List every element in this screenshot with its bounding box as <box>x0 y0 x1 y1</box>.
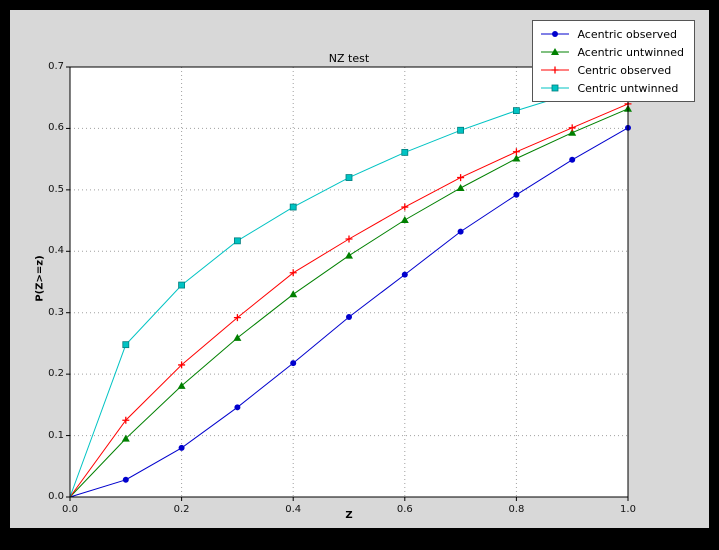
y-tick-label: 0.4 <box>48 245 64 257</box>
x-tick-label: 0.4 <box>285 504 302 515</box>
x-tick-label: 0.8 <box>508 504 525 515</box>
legend-label: Centric observed <box>577 63 672 77</box>
y-tick-label: 0.1 <box>48 429 64 441</box>
x-tick-label: 0.0 <box>62 504 78 515</box>
x-tick-label: 0.2 <box>173 504 190 515</box>
x-axis-label: Z <box>345 510 353 521</box>
legend-sample-plus-icon <box>541 66 570 74</box>
legend-entry: Acentric untwinned <box>540 44 684 60</box>
y-tick-label: 0.6 <box>48 122 64 134</box>
y-tick-label: 0.2 <box>48 368 64 380</box>
legend-label: Acentric observed <box>577 27 677 41</box>
x-tick-label: 0.6 <box>396 504 413 515</box>
legend-sample-triangle-icon <box>541 48 570 55</box>
chart-title: NZ test <box>328 52 370 65</box>
legend-sample-circle-icon <box>541 31 570 37</box>
legend-label: Acentric untwinned <box>577 45 684 59</box>
y-axis-label: P(Z>=z) <box>34 255 46 302</box>
y-tick-label: 0.7 <box>48 61 64 72</box>
legend-label: Centric untwinned <box>577 81 679 95</box>
legend-entry: Acentric observed <box>540 26 684 42</box>
y-tick-label: 0.3 <box>48 306 64 318</box>
legend: Acentric observed Acentric untwinned Centr… <box>532 20 695 102</box>
legend-sample-square-icon <box>541 84 570 92</box>
plot-area <box>66 66 632 501</box>
legend-entry: Centric untwinned <box>540 80 684 96</box>
legend-entry: Centric observed <box>540 62 684 78</box>
y-tick-label: 0.5 <box>48 183 64 195</box>
figure-canvas: NZ test Z P(Z>=z) Acentric observed Acent… <box>10 10 709 528</box>
y-tick-label: 0.0 <box>48 491 64 502</box>
x-tick-label: 1.0 <box>620 504 636 515</box>
